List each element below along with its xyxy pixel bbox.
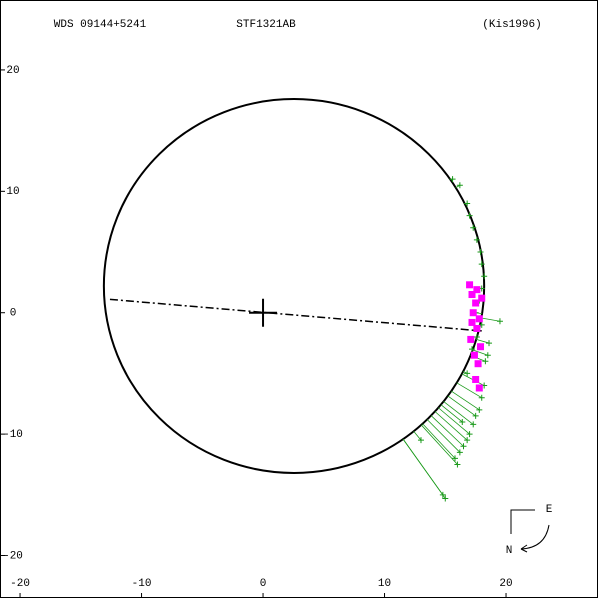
observation — [464, 200, 471, 207]
residual — [430, 415, 464, 447]
residual — [434, 411, 468, 441]
residual — [440, 404, 463, 423]
residual — [451, 390, 480, 411]
compass-north: N — [506, 545, 513, 557]
speckle-point — [470, 351, 478, 359]
observation — [469, 346, 476, 353]
observation — [464, 370, 471, 377]
x-tick-label: -20 — [10, 578, 30, 590]
compass-east: E — [546, 504, 553, 516]
line-of-nodes — [109, 298, 482, 332]
residual — [443, 401, 474, 425]
observation — [466, 212, 473, 219]
observation — [417, 437, 424, 444]
speckle-point — [468, 318, 476, 326]
speckle-point — [478, 294, 486, 302]
orbit — [102, 98, 486, 474]
speckle-point — [467, 335, 475, 343]
observation — [456, 449, 463, 456]
x-tick-label: -10 — [132, 578, 152, 590]
residual — [472, 349, 488, 356]
y-tick-label: 20 — [6, 65, 19, 77]
observation — [477, 249, 484, 256]
y-tick-label: -10 — [3, 429, 23, 441]
observation — [454, 461, 461, 468]
residual — [476, 338, 490, 344]
chart-subtitle: STF1321AB — [236, 19, 296, 31]
y-tick-label: -20 — [3, 550, 23, 562]
observation — [470, 224, 477, 231]
observation — [456, 182, 463, 189]
residual — [426, 419, 461, 453]
observation — [466, 431, 473, 438]
observation — [460, 443, 467, 450]
residual — [456, 382, 482, 399]
observation — [473, 333, 480, 340]
chart-title: WDS 09144+5241 — [54, 19, 147, 31]
speckle-point — [469, 309, 477, 317]
speckle-point — [474, 360, 482, 368]
observation — [481, 273, 488, 280]
residual — [420, 424, 458, 465]
x-tick-label: 20 — [499, 578, 512, 590]
observation — [482, 358, 489, 365]
observation — [442, 495, 449, 502]
y-tick-label: 10 — [6, 186, 19, 198]
speckle-point — [475, 384, 483, 392]
speckle-point — [473, 324, 481, 332]
observation — [464, 437, 471, 444]
y-tick-label: 0 — [10, 308, 17, 320]
observation — [484, 352, 491, 359]
speckle-point — [473, 286, 481, 294]
observation — [496, 318, 503, 325]
speckle-point — [466, 281, 474, 289]
compass: E N — [506, 504, 553, 557]
observation — [478, 261, 485, 268]
observation — [476, 406, 483, 413]
speckle-point — [475, 315, 483, 323]
observation — [459, 418, 466, 425]
speckle-point — [472, 375, 480, 383]
speckle-point — [468, 291, 476, 299]
x-tick-label: 0 — [260, 578, 267, 590]
observation — [452, 455, 458, 462]
residual — [447, 395, 476, 417]
residual — [438, 407, 470, 435]
x-tick-label: 10 — [378, 578, 391, 590]
residual — [413, 431, 422, 441]
observation — [472, 412, 479, 419]
primary-star — [249, 298, 278, 327]
residual — [422, 423, 456, 459]
reference: (Kis1996) — [482, 19, 541, 31]
residual — [481, 317, 501, 322]
observation — [478, 321, 485, 328]
observation — [478, 394, 485, 401]
observation — [473, 236, 480, 243]
observation — [470, 421, 477, 428]
speckle-point — [477, 343, 485, 351]
observation — [486, 340, 493, 347]
residual — [402, 438, 446, 499]
observation — [449, 176, 456, 183]
speckle-point — [472, 299, 480, 307]
